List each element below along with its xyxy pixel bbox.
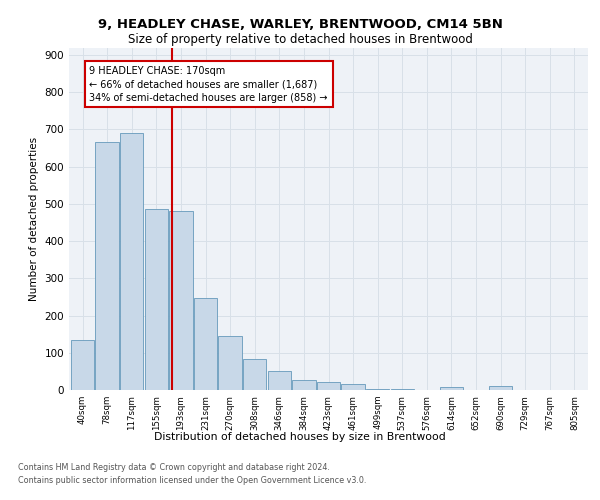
Bar [489,386,512,390]
Bar [366,388,389,390]
Bar [440,387,463,390]
Text: Contains HM Land Registry data © Crown copyright and database right 2024.: Contains HM Land Registry data © Crown c… [18,462,330,471]
Text: Distribution of detached houses by size in Brentwood: Distribution of detached houses by size … [154,432,446,442]
Text: Size of property relative to detached houses in Brentwood: Size of property relative to detached ho… [128,32,472,46]
Bar [341,384,365,390]
Bar [268,372,291,390]
Y-axis label: Number of detached properties: Number of detached properties [29,136,39,301]
Bar [145,210,168,390]
Text: 9 HEADLEY CHASE: 170sqm
← 66% of detached houses are smaller (1,687)
34% of semi: 9 HEADLEY CHASE: 170sqm ← 66% of detache… [89,66,328,102]
Bar [292,380,316,390]
Text: 9, HEADLEY CHASE, WARLEY, BRENTWOOD, CM14 5BN: 9, HEADLEY CHASE, WARLEY, BRENTWOOD, CM1… [98,18,502,30]
Bar [194,298,217,390]
Text: Contains public sector information licensed under the Open Government Licence v3: Contains public sector information licen… [18,476,367,485]
Bar [243,360,266,390]
Bar [120,133,143,390]
Bar [218,336,242,390]
Bar [71,340,94,390]
Bar [95,142,119,390]
Bar [169,212,193,390]
Bar [317,382,340,390]
Bar [391,388,414,390]
